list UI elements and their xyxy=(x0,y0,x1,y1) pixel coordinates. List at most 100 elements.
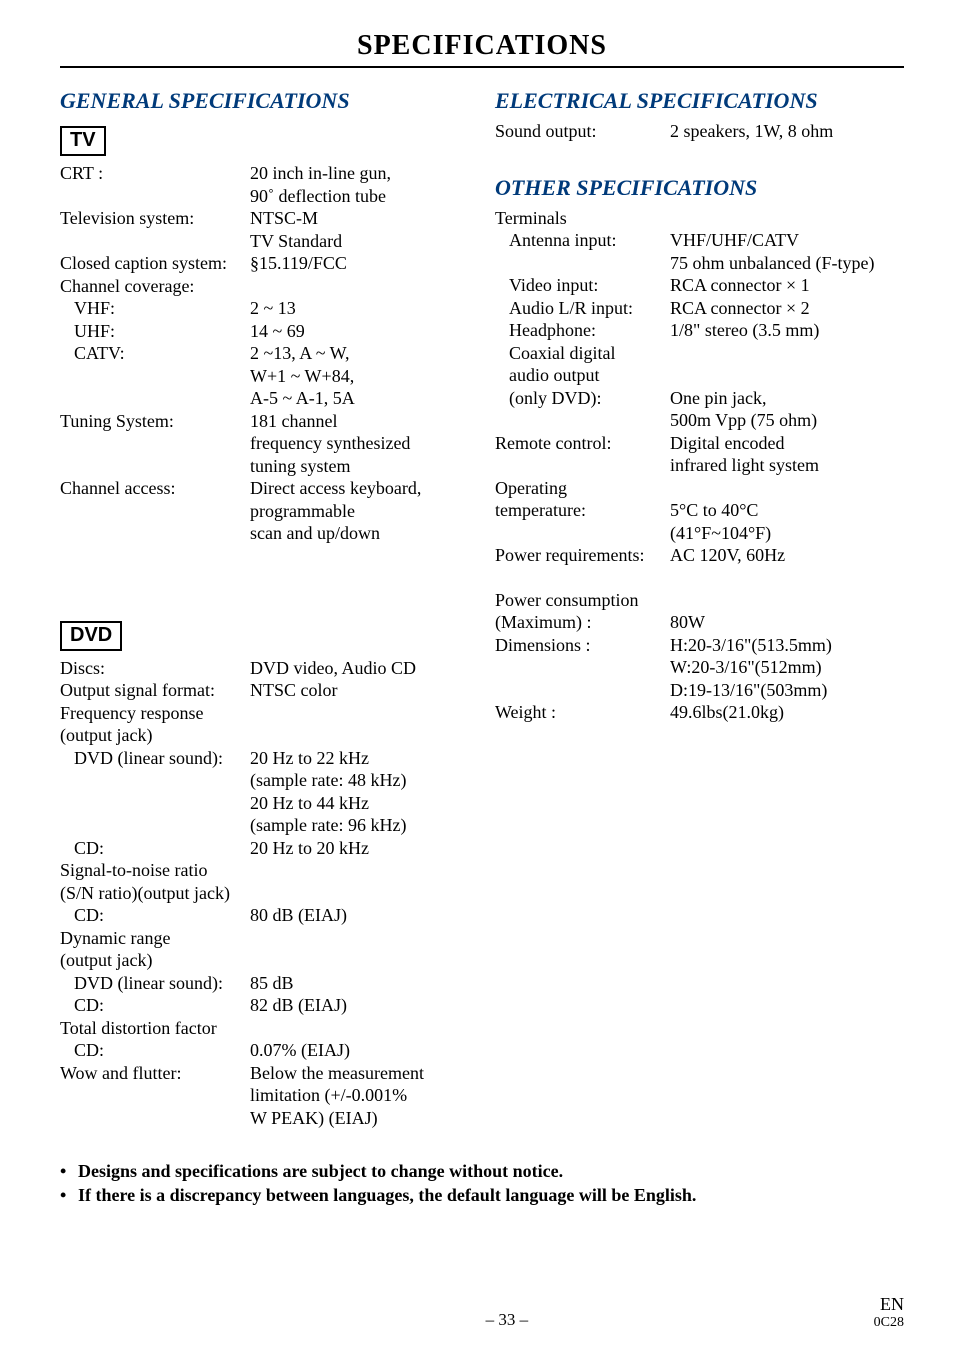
other-heading: OTHER SPECIFICATIONS xyxy=(495,175,904,201)
spec-value: 2 ~13, A ~ W, W+1 ~ W+84, A-5 ~ A-1, 5A xyxy=(250,342,469,410)
electrical-heading: ELECTRICAL SPECIFICATIONS xyxy=(495,88,904,114)
spec-row: UHF:14 ~ 69 xyxy=(60,320,469,343)
spec-row: (Maximum) :80W xyxy=(495,611,904,634)
dvd-specs: Discs:DVD video, Audio CDOutput signal f… xyxy=(60,657,469,1130)
spec-value xyxy=(250,949,469,972)
spec-row: (output jack) xyxy=(60,949,469,972)
right-spacer xyxy=(495,143,904,169)
spec-value: VHF/UHF/CATV 75 ohm unbalanced (F-type) xyxy=(670,229,904,274)
spec-row: DVD (linear sound):85 dB xyxy=(60,972,469,995)
tv-box-label: TV xyxy=(60,126,106,156)
footer: – 33 – EN 0C28 xyxy=(60,1295,904,1330)
spec-row: Channel coverage: xyxy=(60,275,469,298)
spec-value xyxy=(250,724,469,747)
footer-code: EN 0C28 xyxy=(874,1295,904,1330)
spec-row: (output jack) xyxy=(60,724,469,747)
spec-label: Sound output: xyxy=(495,120,670,143)
spec-row: Power requirements:AC 120V, 60Hz xyxy=(495,544,904,567)
spec-label: temperature: xyxy=(495,499,670,544)
spec-label: Power requirements: xyxy=(495,544,670,567)
spec-row: Operating xyxy=(495,477,904,500)
spec-label: Remote control: xyxy=(495,432,670,477)
spec-label: Video input: xyxy=(495,274,670,297)
spec-value: 85 dB xyxy=(250,972,469,995)
spec-value: AC 120V, 60Hz xyxy=(670,544,904,567)
note-row: •If there is a discrepancy between langu… xyxy=(60,1183,904,1207)
spec-value: 14 ~ 69 xyxy=(250,320,469,343)
notes: •Designs and specifications are subject … xyxy=(60,1159,904,1208)
spec-label: Operating xyxy=(495,477,670,500)
spec-value: Below the measurement limitation (+/-0.0… xyxy=(250,1062,469,1130)
spec-label: Discs: xyxy=(60,657,250,680)
spec-value xyxy=(670,589,904,612)
spec-value xyxy=(250,882,469,905)
spec-label: (output jack) xyxy=(60,724,250,747)
spec-label: DVD (linear sound): xyxy=(60,747,250,837)
bullet-icon: • xyxy=(60,1183,78,1207)
bullet-icon: • xyxy=(60,1159,78,1183)
spec-label: CRT : xyxy=(60,162,250,207)
spec-value: DVD video, Audio CD xyxy=(250,657,469,680)
spec-row: Antenna input:VHF/UHF/CATV 75 ohm unbala… xyxy=(495,229,904,274)
spec-value: NTSC-M TV Standard xyxy=(250,207,469,252)
spec-row: CD:20 Hz to 20 kHz xyxy=(60,837,469,860)
spec-row: Television system:NTSC-M TV Standard xyxy=(60,207,469,252)
spec-value: 5°C to 40°C (41°F~104°F) xyxy=(670,499,904,544)
spec-label: Channel access: xyxy=(60,477,250,545)
spec-label: Dimensions : xyxy=(495,634,670,702)
spec-row: Frequency response xyxy=(60,702,469,725)
spec-label: CD: xyxy=(60,904,250,927)
footer-product-code: 0C28 xyxy=(874,1315,904,1330)
spec-value xyxy=(250,275,469,298)
spec-label: Closed caption system: xyxy=(60,252,250,275)
spec-label: Total distortion factor xyxy=(60,1017,250,1040)
spec-value: 80 dB (EIAJ) xyxy=(250,904,469,927)
spec-row: Discs:DVD video, Audio CD xyxy=(60,657,469,680)
spec-label: CD: xyxy=(60,837,250,860)
spec-row: Channel access:Direct access keyboard, p… xyxy=(60,477,469,545)
spec-row: Video input:RCA connector × 1 xyxy=(495,274,904,297)
spec-row: CD:80 dB (EIAJ) xyxy=(60,904,469,927)
spec-value: RCA connector × 1 xyxy=(670,274,904,297)
spec-value: 1/8" stereo (3.5 mm) xyxy=(670,319,904,342)
footer-en: EN xyxy=(874,1295,904,1315)
page-title: SPECIFICATIONS xyxy=(60,30,904,68)
spec-value: One pin jack, 500m Vpp (75 ohm) xyxy=(670,387,904,432)
spec-label: Signal-to-noise ratio xyxy=(60,859,250,882)
columns-wrapper: GENERAL SPECIFICATIONS TV CRT :20 inch i… xyxy=(60,82,904,1129)
spec-label: Dynamic range xyxy=(60,927,250,950)
spec-row: (only DVD):One pin jack, 500m Vpp (75 oh… xyxy=(495,387,904,432)
spec-label: (S/N ratio)(output jack) xyxy=(60,882,250,905)
spec-label: DVD (linear sound): xyxy=(60,972,250,995)
spec-row: (S/N ratio)(output jack) xyxy=(60,882,469,905)
spec-value: 2 ~ 13 xyxy=(250,297,469,320)
spec-label: audio output xyxy=(495,364,670,387)
spec-value: 0.07% (EIAJ) xyxy=(250,1039,469,1062)
spec-value: 49.6lbs(21.0kg) xyxy=(670,701,904,724)
spec-value xyxy=(250,702,469,725)
spec-value: Digital encoded infrared light system xyxy=(670,432,904,477)
spec-value: 20 Hz to 20 kHz xyxy=(250,837,469,860)
note-row: •Designs and specifications are subject … xyxy=(60,1159,904,1183)
spec-value: 181 channel frequency synthesized tuning… xyxy=(250,410,469,478)
spec-row: Tuning System:181 channel frequency synt… xyxy=(60,410,469,478)
spec-value: RCA connector × 2 xyxy=(670,297,904,320)
spec-label: UHF: xyxy=(60,320,250,343)
tv-specs: CRT :20 inch in-line gun, 90˚ deflection… xyxy=(60,162,469,545)
spec-row: Sound output:2 speakers, 1W, 8 ohm xyxy=(495,120,904,143)
spec-row: Total distortion factor xyxy=(60,1017,469,1040)
spec-label: Weight : xyxy=(495,701,670,724)
spec-row: audio output xyxy=(495,364,904,387)
spec-label: Wow and flutter: xyxy=(60,1062,250,1130)
spec-value: H:20-3/16"(513.5mm) W:20-3/16"(512mm) D:… xyxy=(670,634,904,702)
spec-row: CD:82 dB (EIAJ) xyxy=(60,994,469,1017)
spec-label: Frequency response xyxy=(60,702,250,725)
spec-value xyxy=(250,1017,469,1040)
right-column: ELECTRICAL SPECIFICATIONS Sound output:2… xyxy=(495,82,904,1129)
spec-row: Headphone:1/8" stereo (3.5 mm) xyxy=(495,319,904,342)
spec-value xyxy=(250,859,469,882)
spec-value: 82 dB (EIAJ) xyxy=(250,994,469,1017)
spec-value xyxy=(670,477,904,500)
spec-label: CD: xyxy=(60,994,250,1017)
spec-label: (Maximum) : xyxy=(495,611,670,634)
